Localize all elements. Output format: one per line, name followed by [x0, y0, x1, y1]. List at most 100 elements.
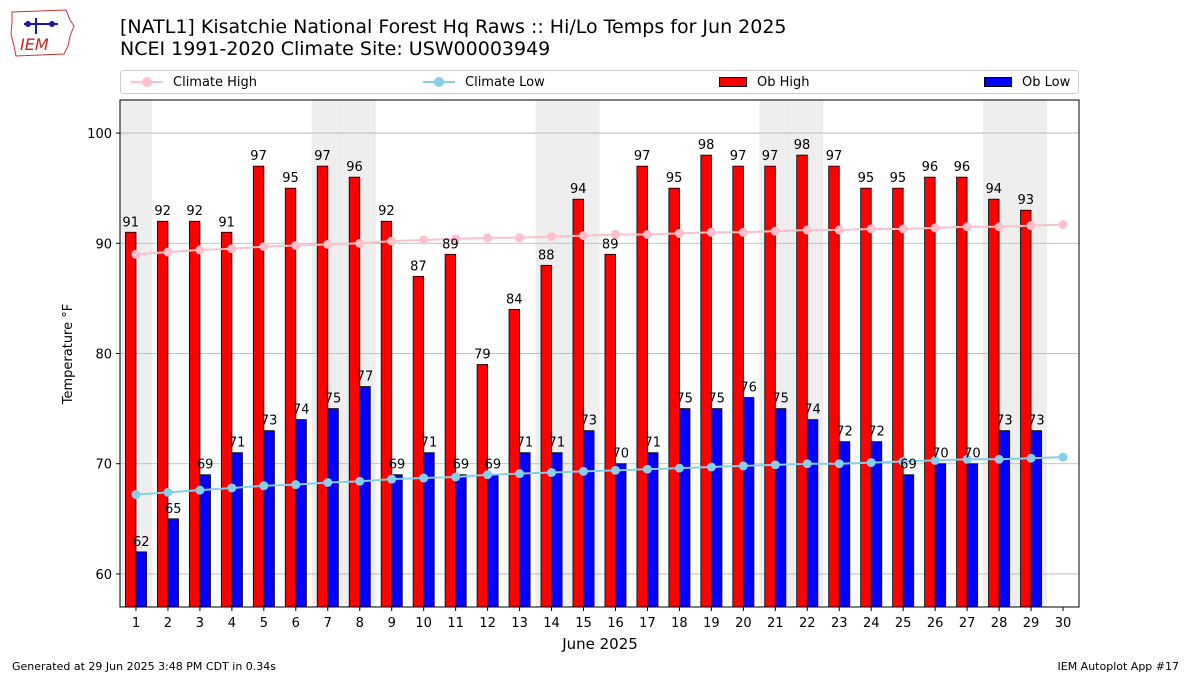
ob-high-value-label: 97 — [314, 149, 331, 164]
climate-low-point-day-20 — [738, 461, 748, 471]
ob-low-value-label: 73 — [1028, 414, 1045, 429]
climate-high-point-day-3 — [195, 245, 205, 255]
ob-high-value-label: 89 — [442, 237, 459, 252]
ob-low-bar-day-20 — [742, 397, 755, 608]
ob-low-value-label: 69 — [389, 458, 406, 473]
legend-label: Climate Low — [465, 74, 545, 90]
x-tick-label: 7 — [324, 616, 332, 631]
ob-high-bar-day-28 — [988, 198, 1000, 608]
ob-high-bar-day-6 — [284, 187, 297, 608]
ob-low-swatch — [984, 77, 1012, 87]
climate-low-point-day-3 — [195, 485, 205, 495]
climate-high-point-day-6 — [291, 240, 301, 250]
climate-high-line — [135, 223, 1064, 256]
ob-low-bar-day-4 — [231, 452, 243, 608]
ob-high-value-label: 91 — [122, 215, 139, 230]
ob-high-bar-day-22 — [796, 154, 808, 608]
x-tick-label: 30 — [1055, 616, 1072, 631]
ob-high-bar-day-29 — [1020, 209, 1032, 608]
x-tick-label: 15 — [575, 616, 592, 631]
bar-value-labels: 91 62 92 65 92 69 91 71 97 73 95 74 97 75 96 77 92 69 87 71… — [122, 138, 1044, 550]
ob-high-value-label: 91 — [218, 215, 235, 230]
bars — [125, 154, 1042, 608]
ob-high-bar-day-27 — [956, 176, 968, 608]
ob-low-value-label: 73 — [581, 414, 598, 429]
climate-low-point-day-23 — [834, 459, 844, 469]
climate-low-point-day-25 — [898, 457, 908, 467]
climate-high-point-day-11 — [451, 234, 461, 244]
x-tick-label: 3 — [196, 616, 204, 631]
x-tick-label: 8 — [356, 616, 364, 631]
climate-high-point-day-9 — [387, 236, 397, 246]
climate-high-point-day-28 — [994, 222, 1004, 232]
ob-high-value-label: 95 — [666, 171, 683, 186]
ob-low-value-label: 75 — [708, 392, 725, 407]
climate-high-point-day-13 — [515, 233, 525, 243]
x-tick-label: 28 — [991, 616, 1008, 631]
climate-high-point-day-20 — [738, 227, 748, 237]
x-tick-label: 20 — [735, 616, 752, 631]
ob-high-bar-day-2 — [157, 220, 169, 608]
x-tick-label: 27 — [959, 616, 976, 631]
x-tick-label: 25 — [895, 616, 912, 631]
climate-high-point-day-5 — [259, 242, 269, 252]
title-line-1: [NATL1] Kisatchie National Forest Hq Raw… — [120, 16, 787, 38]
ob-low-value-label: 73 — [261, 414, 278, 429]
y-tick-label: 60 — [95, 568, 112, 583]
climate-high-point-day-12 — [483, 233, 493, 243]
climate-high-point-day-16 — [610, 229, 620, 239]
climate-low-point-day-18 — [674, 463, 684, 473]
ob-high-bar-day-15 — [572, 198, 584, 608]
x-tick-label: 26 — [927, 616, 944, 631]
ob-low-value-label: 75 — [772, 392, 789, 407]
x-tick-label: 22 — [799, 616, 816, 631]
climate-low-point-day-6 — [291, 480, 301, 490]
ob-high-value-label: 92 — [186, 204, 203, 219]
climate-high-point-day-29 — [1026, 221, 1036, 231]
climate-low-point-day-13 — [515, 469, 525, 479]
x-tick-label: 24 — [863, 616, 880, 631]
x-tick-label: 5 — [260, 616, 268, 631]
climate-low-point-day-30 — [1058, 452, 1068, 462]
ob-low-bar-day-3 — [199, 474, 211, 608]
climate-low-point-day-17 — [642, 464, 652, 474]
climate-high-point-day-15 — [579, 231, 589, 241]
ob-high-value-label: 87 — [410, 259, 427, 274]
climate-high-swatch — [131, 77, 163, 87]
ob-high-bar-day-12 — [476, 364, 489, 608]
ob-low-value-label: 70 — [612, 447, 629, 462]
ob-low-value-label: 74 — [293, 403, 310, 418]
ob-high-value-label: 95 — [858, 171, 875, 186]
climate-low-point-day-22 — [802, 459, 812, 469]
legend-label: Climate High — [173, 74, 258, 90]
climate-high-point-day-25 — [898, 224, 908, 234]
legend-label: Ob Low — [1022, 74, 1071, 90]
legend-label: Ob High — [757, 74, 810, 90]
climate-high-point-day-10 — [419, 235, 429, 245]
climate-low-point-day-29 — [1026, 453, 1036, 463]
climate-low-point-day-24 — [866, 458, 876, 468]
ob-low-bar-day-5 — [263, 430, 275, 608]
ob-high-bar-day-4 — [220, 231, 233, 608]
ob-high-value-label: 97 — [730, 149, 747, 164]
x-tick-label: 29 — [1023, 616, 1040, 631]
ob-low-value-label: 76 — [740, 381, 757, 396]
ob-high-bar-day-25 — [892, 187, 904, 608]
climate-low-point-day-15 — [579, 466, 589, 476]
ob-low-value-label: 62 — [133, 535, 150, 550]
x-tick-label: 17 — [639, 616, 656, 631]
climate-low-point-day-4 — [227, 483, 237, 493]
ob-high-value-label: 97 — [250, 149, 267, 164]
climate-high-point-day-22 — [802, 225, 812, 235]
ob-high-bar-day-1 — [125, 231, 137, 608]
ob-low-value-label: 75 — [676, 392, 693, 407]
ob-high-value-label: 93 — [1018, 193, 1035, 208]
climate-high-point-day-7 — [323, 239, 333, 249]
ob-high-value-label: 95 — [282, 171, 299, 186]
ob-low-bar-day-21 — [774, 408, 787, 608]
x-tick-label: 19 — [703, 616, 720, 631]
climate-low-point-day-19 — [706, 462, 716, 472]
ob-low-bar-day-2 — [167, 518, 179, 608]
ob-high-value-label: 92 — [154, 204, 171, 219]
x-tick-label: 13 — [511, 616, 528, 631]
